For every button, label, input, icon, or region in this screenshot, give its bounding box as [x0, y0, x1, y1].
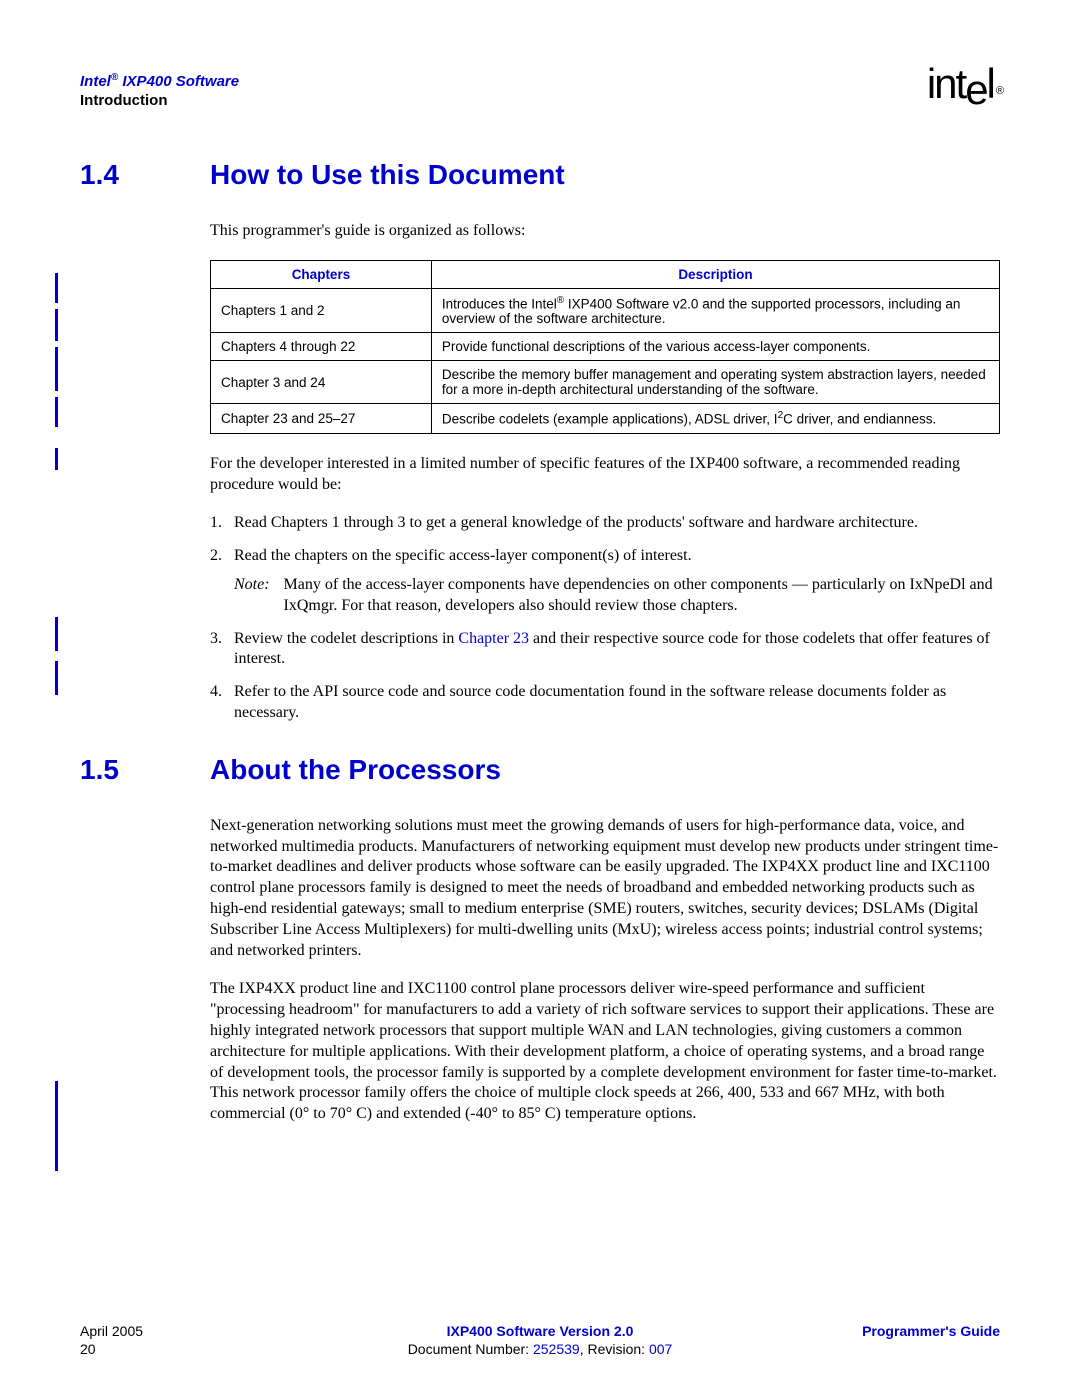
table-cell: Provide functional descriptions of the v… — [431, 333, 999, 361]
table-cell: Chapters 4 through 22 — [211, 333, 432, 361]
header-title-prefix: Intel — [80, 73, 111, 90]
header-subtitle: Introduction — [80, 92, 239, 109]
footer-guide: Programmer's Guide — [862, 1323, 1000, 1339]
section-title: How to Use this Document — [210, 159, 565, 191]
after-table-text: For the developer interested in a limite… — [210, 454, 1000, 496]
note-label: Note: — [234, 575, 270, 617]
section-number: 1.4 — [80, 159, 210, 191]
change-bar — [55, 347, 58, 391]
change-bar — [55, 273, 58, 303]
section-1-4-content: This programmer's guide is organized as … — [210, 221, 1000, 724]
change-bar — [55, 661, 58, 695]
change-bar — [55, 309, 58, 341]
header-title: Intel® IXP400 Software — [80, 72, 239, 90]
section-1-5-heading: 1.5 About the Processors — [80, 754, 1000, 786]
change-bar — [55, 397, 58, 427]
footer-docnum: Document Number: 252539, Revision: 007 — [408, 1341, 673, 1357]
section-1-5-content: Next-generation networking solutions mus… — [210, 816, 1000, 1125]
list-item: Read the chapters on the specific access… — [210, 546, 1000, 616]
table-header-description: Description — [431, 260, 999, 288]
change-bar — [55, 617, 58, 651]
chapter-link[interactable]: Chapter 23 — [458, 630, 529, 647]
footer-page: 20 — [80, 1341, 96, 1357]
list-item: Refer to the API source code and source … — [210, 682, 1000, 724]
body-paragraph: Next-generation networking solutions mus… — [210, 816, 1000, 962]
table-cell: Describe codelets (example applications)… — [431, 404, 999, 434]
header-left: Intel® IXP400 Software Introduction — [80, 60, 239, 109]
note-block: Note: Many of the access-layer component… — [234, 575, 1000, 617]
change-bar — [55, 1081, 58, 1171]
reading-procedure-list: Read Chapters 1 through 3 to get a gener… — [210, 513, 1000, 723]
section-title: About the Processors — [210, 754, 501, 786]
note-text: Many of the access-layer components have… — [284, 575, 1000, 617]
table-cell: Chapter 23 and 25–27 — [211, 404, 432, 434]
footer-date: April 2005 — [80, 1323, 143, 1339]
intel-logo: intel® — [927, 60, 1000, 108]
table-cell: Introduces the Intel® IXP400 Software v2… — [431, 288, 999, 333]
section-1-4-heading: 1.4 How to Use this Document — [80, 159, 1000, 191]
change-bar — [55, 448, 58, 470]
table-row: Chapters 1 and 2 Introduces the Intel® I… — [211, 288, 1000, 333]
table-row: Chapters 4 through 22 Provide functional… — [211, 333, 1000, 361]
intro-text: This programmer's guide is organized as … — [210, 221, 1000, 242]
table-cell: Describe the memory buffer management an… — [431, 361, 999, 404]
table-row: Chapter 3 and 24 Describe the memory buf… — [211, 361, 1000, 404]
body-paragraph: The IXP4XX product line and IXC1100 cont… — [210, 979, 1000, 1125]
table-row: Chapter 23 and 25–27 Describe codelets (… — [211, 404, 1000, 434]
page-header: Intel® IXP400 Software Introduction inte… — [80, 60, 1000, 109]
header-title-suffix: IXP400 Software — [118, 73, 239, 90]
table-cell: Chapters 1 and 2 — [211, 288, 432, 333]
list-item: Read Chapters 1 through 3 to get a gener… — [210, 513, 1000, 534]
list-item: Review the codelet descriptions in Chapt… — [210, 629, 1000, 671]
page-footer: April 2005 IXP400 Software Version 2.0 P… — [80, 1323, 1000, 1357]
chapters-table: Chapters Description Chapters 1 and 2 In… — [210, 260, 1000, 434]
section-number: 1.5 — [80, 754, 210, 786]
footer-version: IXP400 Software Version 2.0 — [447, 1323, 634, 1339]
table-header-chapters: Chapters — [211, 260, 432, 288]
table-cell: Chapter 3 and 24 — [211, 361, 432, 404]
